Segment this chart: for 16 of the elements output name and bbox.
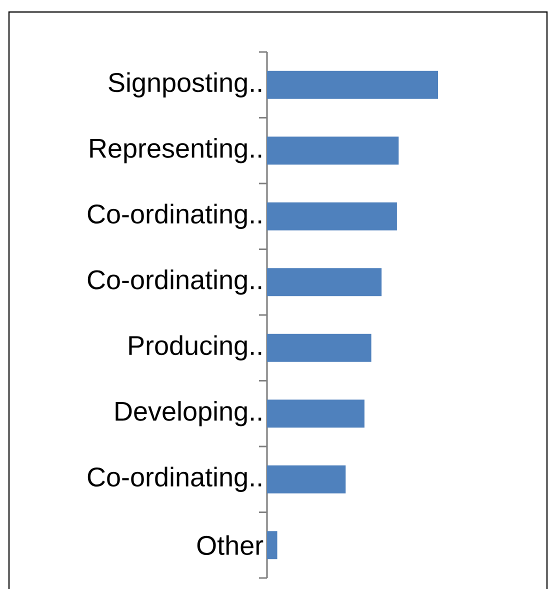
bar xyxy=(267,202,397,230)
y-tick-label: Producing.. xyxy=(129,335,262,360)
bar xyxy=(267,70,438,99)
bar xyxy=(267,465,346,494)
bar xyxy=(267,531,278,560)
bar xyxy=(267,136,399,165)
y-tick-label: Other xyxy=(197,535,264,556)
y-tick-label: Developing.. xyxy=(116,401,262,426)
bar xyxy=(267,268,382,296)
y-tick-label: Representing.. xyxy=(90,138,262,164)
y-tick-label: Co-ordinating.. xyxy=(88,270,262,295)
y-tick-label: Signposting.. xyxy=(108,72,262,98)
bar xyxy=(267,334,372,362)
y-tick-label: Co-ordinating.. xyxy=(88,466,262,492)
y-tick-label: Co-ordinating.. xyxy=(88,204,262,229)
bar xyxy=(267,400,364,428)
